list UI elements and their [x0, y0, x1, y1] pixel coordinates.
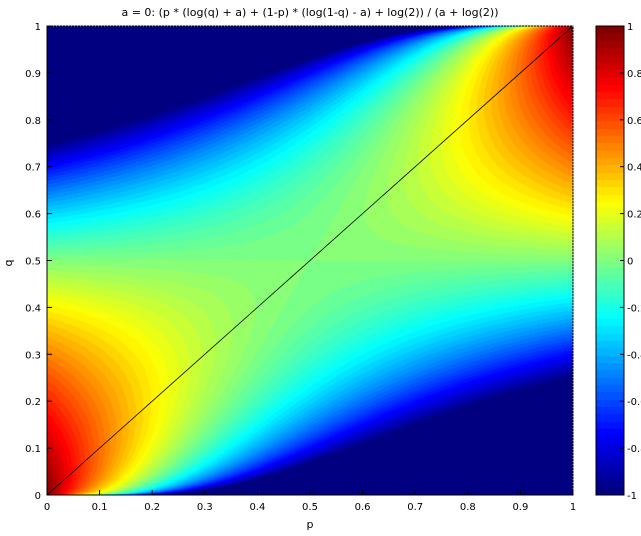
diagonal-line [46, 25, 574, 496]
x-tick-label: 0.7 [407, 502, 423, 513]
y-tick-label: 0.6 [25, 210, 41, 221]
colorbar-tick-label: -0.8 [627, 444, 641, 455]
x-tick-label: 1 [570, 502, 576, 513]
colorbar-canvas [596, 26, 624, 495]
y-tick-label: 0 [35, 491, 41, 502]
x-tick-label: 0.5 [302, 502, 318, 513]
colorbar-tick-label: 1 [627, 22, 633, 33]
x-tick-label: 0.9 [512, 502, 528, 513]
x-tick-label: 0.2 [144, 502, 160, 513]
y-tick-label: 0.7 [25, 163, 41, 174]
x-tick-label: 0.1 [92, 502, 108, 513]
colorbar-ticks: 1 0.8 0.6 0.4 0.2 0 -0.2 -0.4 -0.6 -0.8 -1 [620, 22, 641, 502]
x-tick-label: 0 [44, 502, 50, 513]
y-tick-label: 0.3 [25, 350, 41, 361]
y-tick-label: 0.4 [25, 303, 41, 314]
y-axis-label: q [2, 260, 15, 267]
x-tick-label: 0.6 [355, 502, 371, 513]
colorbar-tick-label: 0.8 [627, 69, 641, 80]
x-axis-label: p [307, 518, 314, 531]
colorbar-tick-label: 0.6 [627, 116, 641, 127]
x-axis-ticks: 0 0.1 0.2 0.3 0.4 0.5 0.6 0.7 0.8 0.9 1 [44, 490, 576, 513]
y-tick-label: 1 [35, 22, 41, 33]
y-tick-label: 0.8 [25, 116, 41, 127]
colorbar-area [596, 26, 624, 495]
colorbar-tick-label: -0.2 [627, 303, 641, 314]
colorbar-tick-label: -0.6 [627, 397, 641, 408]
x-tick-label: 0.3 [197, 502, 213, 513]
colorbar-tick-label: -0.4 [627, 350, 641, 361]
colorbar-tick-label: 0.2 [627, 210, 641, 221]
x-tick-label: 0.4 [249, 502, 265, 513]
y-tick-label: 0.2 [25, 397, 41, 408]
y-tick-label: 0.5 [25, 257, 41, 268]
colorbar-tick-label: 0.4 [627, 163, 641, 174]
y-tick-label: 0.9 [25, 69, 41, 80]
plot-overlay [46, 25, 574, 496]
chart-title: a = 0: (p * (log(q) + a) + (1-p) * (log(… [121, 6, 498, 19]
x-tick-label: 0.8 [460, 502, 476, 513]
y-axis-ticks: 0 0.1 0.2 0.3 0.4 0.5 0.6 0.7 0.8 0.9 1 [25, 22, 52, 502]
y-tick-label: 0.1 [25, 444, 41, 455]
colorbar-tick-label: 0 [627, 257, 633, 268]
colorbar-tick-label: -1 [627, 491, 637, 502]
